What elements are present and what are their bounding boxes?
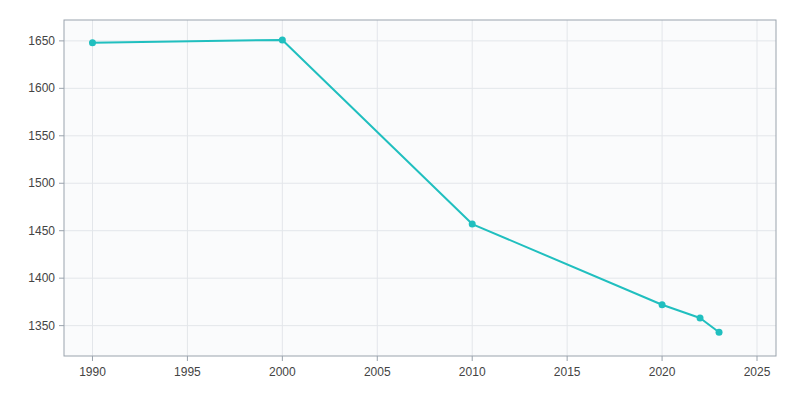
chart-container: 1990 1995 2000 2005 2010 2015 2020 2025 1350 1400… — [0, 0, 800, 400]
y-tick-label: 1550 — [28, 129, 55, 143]
x-tick-label: 2005 — [364, 365, 391, 379]
x-grid-line — [92, 20, 93, 356]
y-grid-line — [64, 183, 776, 184]
chart-svg: 1990 1995 2000 2005 2010 2015 2020 2025 1350 1400… — [0, 0, 800, 400]
point — [279, 36, 286, 43]
y-tick — [59, 183, 64, 184]
x-tick — [282, 356, 283, 361]
y-tick-label: 1400 — [28, 271, 55, 285]
x-grid-line — [567, 20, 568, 356]
grid — [64, 20, 776, 356]
y-tick-label: 1350 — [28, 319, 55, 333]
point — [716, 329, 723, 336]
x-grid-line — [757, 20, 758, 356]
x-grid-line — [472, 20, 473, 356]
x-tick — [567, 356, 568, 361]
point — [89, 39, 96, 46]
point — [659, 301, 666, 308]
x-tick-label: 2025 — [744, 365, 771, 379]
data-layer — [89, 36, 723, 335]
x-tick — [662, 356, 663, 361]
y-tick-label: 1500 — [28, 176, 55, 190]
x-tick-label: 1995 — [174, 365, 201, 379]
x-tick — [472, 356, 473, 361]
point — [469, 221, 476, 228]
x-tick — [757, 356, 758, 361]
line — [92, 40, 719, 332]
y-grid-line — [64, 325, 776, 326]
x-tick — [187, 356, 188, 361]
y-tick — [59, 135, 64, 136]
y-grid-line — [64, 278, 776, 279]
x-tick-label: 2015 — [554, 365, 581, 379]
y-tick — [59, 230, 64, 231]
x-tick — [92, 356, 93, 361]
point — [697, 315, 704, 322]
y-tick-label: 1600 — [28, 81, 55, 95]
x-tick-label: 2010 — [459, 365, 486, 379]
x-grid-line — [282, 20, 283, 356]
x-tick-label: 2020 — [649, 365, 676, 379]
x-grid-line — [187, 20, 188, 356]
x-tick-label: 2000 — [269, 365, 296, 379]
y-grid-line — [64, 230, 776, 231]
plot-background — [64, 20, 776, 356]
x-tick — [377, 356, 378, 361]
axes: 1990 1995 2000 2005 2010 2015 2020 2025 1350 1400… — [28, 34, 770, 379]
y-tick — [59, 88, 64, 89]
plot-frame — [64, 20, 776, 356]
y-grid-line — [64, 135, 776, 136]
y-tick-label: 1450 — [28, 224, 55, 238]
y-tick — [59, 40, 64, 41]
x-tick-label: 1990 — [79, 365, 106, 379]
y-tick — [59, 325, 64, 326]
y-tick-label: 1650 — [28, 34, 55, 48]
y-tick — [59, 278, 64, 279]
y-grid-line — [64, 88, 776, 89]
x-grid-line — [377, 20, 378, 356]
